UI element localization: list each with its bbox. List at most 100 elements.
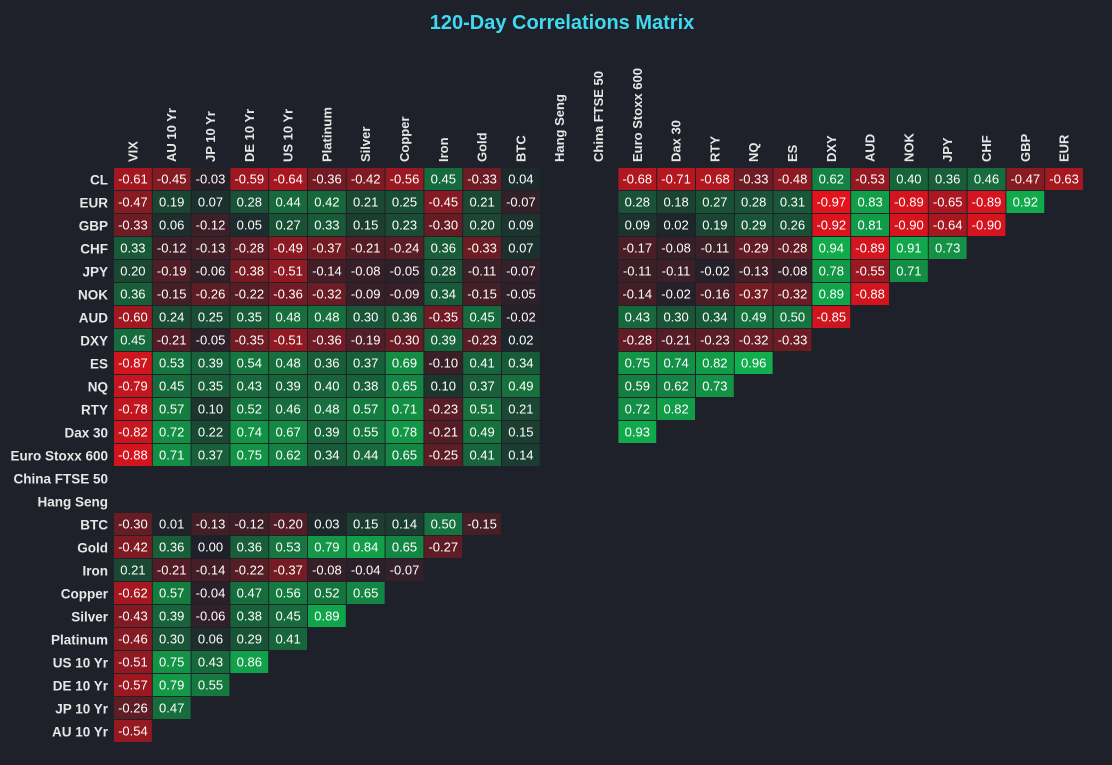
heatmap-cell [230,582,269,604]
cell-value-label: 0.37 [353,356,378,371]
cell-value-label: 0.34 [314,448,339,463]
heatmap-cell [424,283,463,305]
heatmap-cell [851,283,889,305]
heatmap-cell [114,191,152,213]
cell-value-label: 0.54 [237,356,262,371]
heatmap-cell [618,398,657,420]
cell-value-label: 0.05 [237,218,262,233]
heatmap-cell [618,329,657,351]
heatmap-cell [463,513,501,535]
heatmap-cell [269,191,307,213]
cell-value-label: 0.33 [120,241,145,256]
cell-value-label: -0.37 [273,563,303,578]
heatmap-cell [385,168,424,190]
heatmap-cell [773,306,812,328]
cell-value-label: -0.03 [196,172,226,187]
heatmap-cell [191,375,230,397]
heatmap-cell [308,214,346,236]
heatmap-cell [812,191,851,213]
cell-value-label: -0.12 [196,218,226,233]
cell-value-label: 0.92 [1013,195,1038,210]
heatmap-cell [152,237,191,259]
heatmap-cell [308,329,346,351]
heatmap-cell [346,168,385,190]
heatmap-cell [618,191,657,213]
cell-value-label: 0.62 [819,172,844,187]
cell-value-label: 0.39 [431,333,456,348]
heatmap-cell [424,214,463,236]
heatmap-cell [152,559,191,581]
heatmap-cell [385,237,424,259]
heatmap-cell [346,375,385,397]
heatmap-cell [114,352,152,374]
heatmap-cell [463,329,501,351]
heatmap-cell [657,329,695,351]
cell-value-label: -0.23 [428,402,458,417]
heatmap-cell [269,352,307,374]
heatmap-cell [230,191,269,213]
cell-value-label: 0.48 [314,310,339,325]
cell-value-label: 0.29 [237,632,262,647]
cell-value-label: -0.22 [234,563,264,578]
cell-value-label: 0.59 [625,379,650,394]
cell-value-label: -0.36 [312,172,342,187]
cell-value-label: -0.19 [157,264,187,279]
cell-value-label: -0.63 [1049,172,1079,187]
heatmap-cell [152,168,191,190]
cell-value-label: 0.09 [625,218,650,233]
heatmap-cell [308,260,346,282]
row-label-jp-10-yr: JP 10 Yr [55,702,109,717]
cell-value-label: 0.65 [392,540,417,555]
cell-value-label: 0.48 [275,356,300,371]
cell-value-label: -0.02 [700,264,730,279]
cell-value-label: 0.39 [314,425,339,440]
cell-value-label: 0.53 [159,356,184,371]
heatmap-cell [114,582,152,604]
heatmap-cell [890,214,928,236]
heatmap-cell [385,352,424,374]
heatmap-cell [191,398,230,420]
heatmap-cells: -0.61 -0.45 -0.03 -0.59 -0.64 -0.36 -0.42 -0.56… [114,168,1083,742]
cell-value-label: 0.75 [625,356,650,371]
heatmap-cell [191,421,230,443]
heatmap-cell [346,237,385,259]
heatmap-cell [424,444,463,466]
heatmap-cell [230,628,269,650]
cell-value-label: -0.21 [157,333,187,348]
heatmap-cell [890,191,928,213]
heatmap-cell [191,191,230,213]
heatmap-cell [308,421,346,443]
heatmap-cell [812,168,851,190]
cell-value-label: 0.09 [508,218,533,233]
heatmap-cell [346,260,385,282]
heatmap-cell [269,260,307,282]
cell-value-label: -0.17 [622,241,652,256]
cell-value-label: 0.37 [198,448,223,463]
heatmap-cell [114,237,152,259]
cell-value-label: -0.08 [351,264,381,279]
heatmap-cell [230,237,269,259]
heatmap-cell [618,168,657,190]
cell-value-label: 0.31 [780,195,805,210]
cell-value-label: 0.35 [237,310,262,325]
heatmap-cell [618,421,657,443]
cell-value-label: -0.13 [739,264,769,279]
heatmap-cell [618,352,657,374]
cell-value-label: 0.49 [741,310,766,325]
cell-value-label: 0.46 [974,172,999,187]
cell-value-label: 0.21 [353,195,378,210]
heatmap-cell [385,421,424,443]
cell-value-label: 0.36 [935,172,960,187]
heatmap-cell [502,375,540,397]
heatmap-cell [773,168,812,190]
heatmap-cell [114,168,152,190]
cell-value-label: -0.36 [312,333,342,348]
cell-value-label: 0.37 [469,379,494,394]
cell-value-label: -0.21 [351,241,381,256]
cell-value-label: 0.41 [469,356,494,371]
heatmap-cell [424,237,463,259]
cell-value-label: 0.52 [314,586,339,601]
row-label-gbp: GBP [79,219,108,234]
cell-value-label: -0.07 [506,195,536,210]
cell-value-label: 0.23 [392,218,417,233]
